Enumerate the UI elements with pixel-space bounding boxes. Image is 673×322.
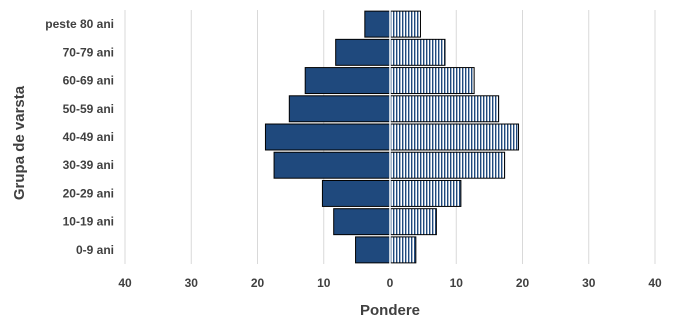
bar-right-6: [389, 179, 462, 207]
category-label: 70-79 ani: [63, 45, 114, 59]
bar-left-2: [304, 67, 391, 95]
bar-left-5: [273, 151, 391, 179]
category-label: 20-29 ani: [63, 186, 114, 200]
bar-right-0: [389, 10, 421, 38]
category-label: peste 80 ani: [45, 17, 114, 31]
x-tick-labels: 40 30 20 10 0 10 20 30 40: [118, 276, 662, 290]
bar-right-8: [389, 236, 417, 264]
category-label: 40-49 ani: [63, 130, 114, 144]
bar-right-2: [389, 67, 475, 95]
x-tick-label: 40: [118, 276, 132, 290]
category-label: 10-19 ani: [63, 215, 114, 229]
bar-left-0: [364, 10, 391, 38]
bar-left-6: [321, 179, 391, 207]
bar-left-3: [288, 95, 391, 123]
bar-right-5: [389, 151, 506, 179]
bar-left-1: [335, 38, 391, 66]
category-label: 0-9 ani: [76, 243, 114, 257]
bar-left-8: [355, 236, 391, 264]
y-axis-title: Grupa de varsta: [11, 85, 28, 200]
bars: [264, 10, 520, 264]
x-tick-label: 10: [450, 276, 464, 290]
category-label: 60-69 ani: [63, 74, 114, 88]
bar-left-4: [264, 123, 391, 151]
x-axis-title: Pondere: [360, 302, 420, 319]
x-tick-label: 20: [516, 276, 530, 290]
bar-right-3: [389, 95, 500, 123]
x-tick-label: 30: [582, 276, 596, 290]
bar-right-4: [389, 123, 520, 151]
x-tick-label: 10: [317, 276, 331, 290]
x-tick-label: 0: [387, 276, 394, 290]
bar-left-7: [333, 208, 391, 236]
bar-right-7: [389, 208, 437, 236]
x-tick-label: 20: [251, 276, 265, 290]
category-label: 30-39 ani: [63, 158, 114, 172]
x-tick-label: 30: [185, 276, 199, 290]
category-labels: peste 80 ani 70-79 ani 60-69 ani 50-59 ani 4…: [45, 17, 114, 257]
category-label: 50-59 ani: [63, 102, 114, 116]
x-tick-label: 40: [648, 276, 662, 290]
bar-right-1: [389, 38, 446, 66]
